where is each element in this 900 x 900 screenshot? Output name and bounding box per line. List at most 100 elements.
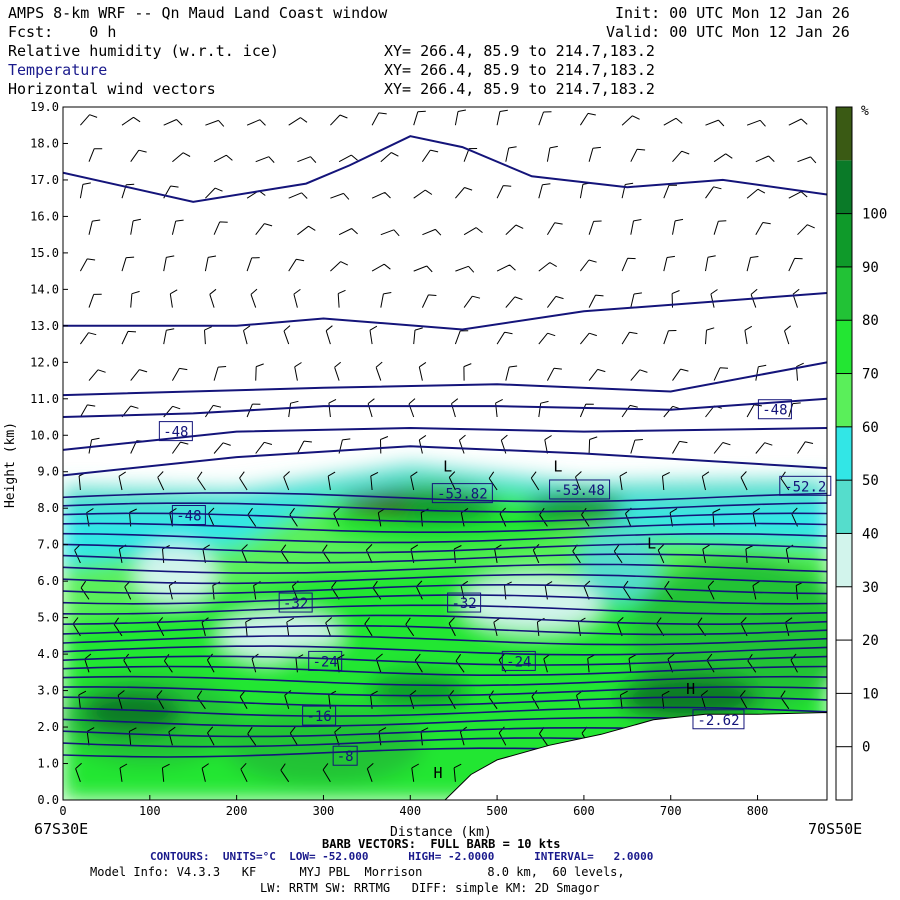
y-tick-label: 0.0: [37, 793, 59, 807]
contour-label: -2.62: [697, 713, 739, 729]
x-tick-label: 300: [313, 804, 335, 818]
x-tick-label: 600: [573, 804, 595, 818]
temperature-contour: [63, 292, 827, 331]
low-marker: L: [443, 458, 452, 476]
colorbar-segment: [836, 160, 852, 214]
colorbar-segment: [836, 373, 852, 427]
temperature-contour: [63, 635, 827, 646]
valid-time: Valid: 00 UTC Mon 12 Jan 26: [606, 23, 850, 41]
temperature-contour: [63, 665, 827, 676]
x-tick-label: 0: [59, 804, 66, 818]
y-tick-label: 7.0: [37, 538, 59, 552]
contour-label: -53.82: [437, 487, 488, 503]
temperature-contour: [63, 522, 827, 533]
y-tick-label: 18.0: [30, 136, 59, 150]
colorbar-segment: [836, 533, 852, 587]
colorbar-segment: [836, 266, 852, 321]
temperature-contour: [63, 361, 827, 397]
y-tick-label: 2.0: [37, 720, 59, 734]
temperature-contour: [63, 502, 827, 513]
contour-label: -53.48: [554, 483, 605, 499]
model-info-line1: Model Info: V4.3.3 KF MYJ PBL Morrison 8…: [90, 865, 625, 879]
y-tick-label: 13.0: [30, 319, 59, 333]
y-tick-label: 10.0: [30, 428, 59, 442]
y-tick-label: 1.0: [37, 757, 59, 771]
temperature-contour: [63, 614, 827, 626]
contour-label-box: [447, 592, 482, 613]
chart-title: AMPS 8-km WRF -- Qn Maud Land Coast wind…: [8, 4, 388, 22]
contour-label: -32: [283, 596, 308, 612]
colorbar-label: 70: [862, 367, 879, 383]
y-tick-label: 12.0: [30, 355, 59, 369]
temperature-contour: [63, 686, 827, 697]
field-name-wind: Horizontal wind vectors: [8, 80, 216, 98]
temperature-contour: [63, 655, 827, 666]
field-xy-wind: XY= 266.4, 85.9 to 214.7,183.2: [384, 80, 655, 98]
right-coord-label: 70S50E: [808, 820, 863, 838]
colorbar-unit: %: [861, 104, 869, 119]
contour-label: -24: [313, 654, 338, 670]
temperature-contour: [63, 604, 827, 615]
temperature-contour: [63, 532, 827, 544]
contour-label: -52.2: [784, 479, 826, 495]
colorbar-label: 50: [862, 473, 879, 489]
temperature-contour: [63, 563, 827, 574]
terrain: [444, 711, 827, 800]
colorbar-label: 100: [862, 207, 887, 223]
temperature-contour: [63, 624, 827, 636]
y-tick-label: 5.0: [37, 611, 59, 625]
contour-label-box: [501, 650, 536, 671]
temperature-contour: [63, 543, 827, 554]
high-marker: H: [686, 680, 695, 698]
contour-label: -48: [176, 509, 201, 525]
colorbar-segment: [836, 640, 852, 694]
contour-label-box: [779, 475, 832, 496]
colorbar-label: 40: [862, 526, 879, 542]
temperature-contour: [63, 594, 827, 605]
temperature-contour: [63, 706, 827, 717]
x-tick-label: 200: [226, 804, 248, 818]
contour-label-box: [757, 399, 792, 420]
contour-label-box: [692, 709, 745, 730]
field-name-rh: Relative humidity (w.r.t. ice): [8, 42, 279, 60]
colorbar-segment: [836, 426, 852, 481]
wind-barbs: [72, 109, 817, 783]
colorbar-segment: [836, 693, 852, 747]
colorbar-label: 60: [862, 420, 879, 436]
temperature-contour: [63, 553, 827, 564]
contour-label: -48: [163, 425, 188, 441]
colorbar-segment: [836, 107, 852, 161]
colorbar-segment: [836, 480, 852, 534]
low-marker: L: [553, 458, 562, 476]
temperature-contour: [63, 583, 827, 595]
y-tick-label: 6.0: [37, 574, 59, 588]
temperature-contour: [63, 675, 827, 687]
y-tick-label: 4.0: [37, 647, 59, 661]
contour-label: -32: [451, 596, 476, 612]
temperature-contour: [63, 397, 827, 418]
colorbar-label: 80: [862, 313, 879, 329]
x-tick-label: 800: [747, 804, 769, 818]
contour-label-box: [278, 592, 313, 613]
left-coord-label: 67S30E: [34, 820, 89, 838]
contour-label: -8: [337, 749, 354, 765]
contour-label-box: [308, 650, 343, 671]
init-time: Init: 00 UTC Mon 12 Jan 26: [615, 4, 850, 22]
y-tick-label: 9.0: [37, 465, 59, 479]
temperature-contour: [63, 573, 827, 585]
y-tick-label: 16.0: [30, 209, 59, 223]
model-info-line2: LW: RRTM SW: RRTMG DIFF: simple KM: 2D S…: [260, 881, 600, 895]
colorbar-label: 90: [862, 260, 879, 276]
contour-label-box: [158, 421, 193, 442]
y-tick-label: 8.0: [37, 501, 59, 515]
x-tick-label: 700: [660, 804, 682, 818]
contour-label-box: [171, 505, 206, 526]
y-tick-label: 17.0: [30, 173, 59, 187]
contour-label-box: [302, 705, 337, 726]
contour-label: -16: [306, 709, 331, 725]
temperature-contour: [63, 645, 827, 656]
y-tick-label: 3.0: [37, 684, 59, 698]
contour-label: -48: [762, 403, 787, 419]
colorbar-segment: [836, 320, 852, 374]
